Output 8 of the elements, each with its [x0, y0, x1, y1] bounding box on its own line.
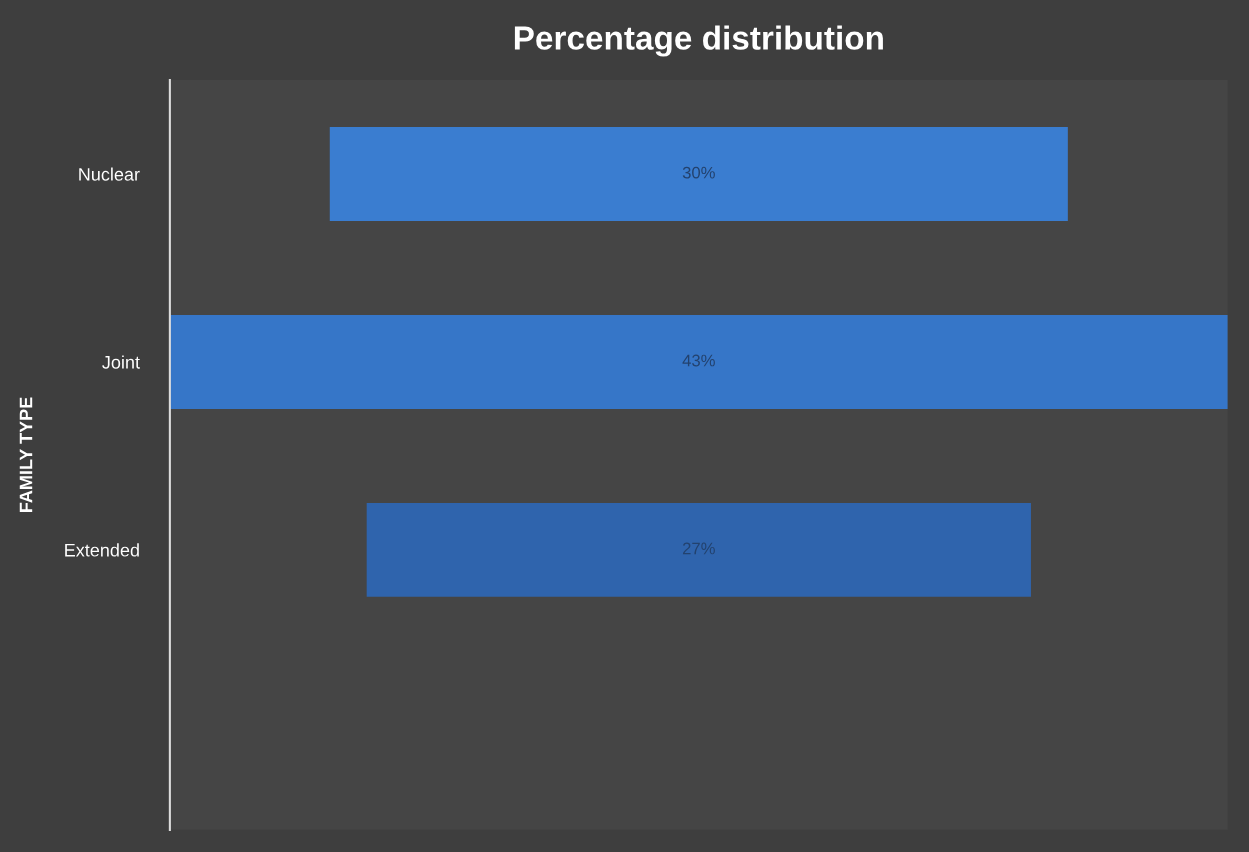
text: Percentage distribution: [514, 25, 883, 57]
category-label: Joint: [102, 355, 140, 369]
data-label: 30%: [682, 166, 715, 179]
data-label: 27%: [682, 542, 715, 555]
data-label: 43%: [682, 354, 715, 367]
text: FAMILY TYPE: [19, 397, 33, 512]
category-label: Nuclear: [79, 167, 140, 181]
category-label: Extended: [65, 543, 139, 557]
